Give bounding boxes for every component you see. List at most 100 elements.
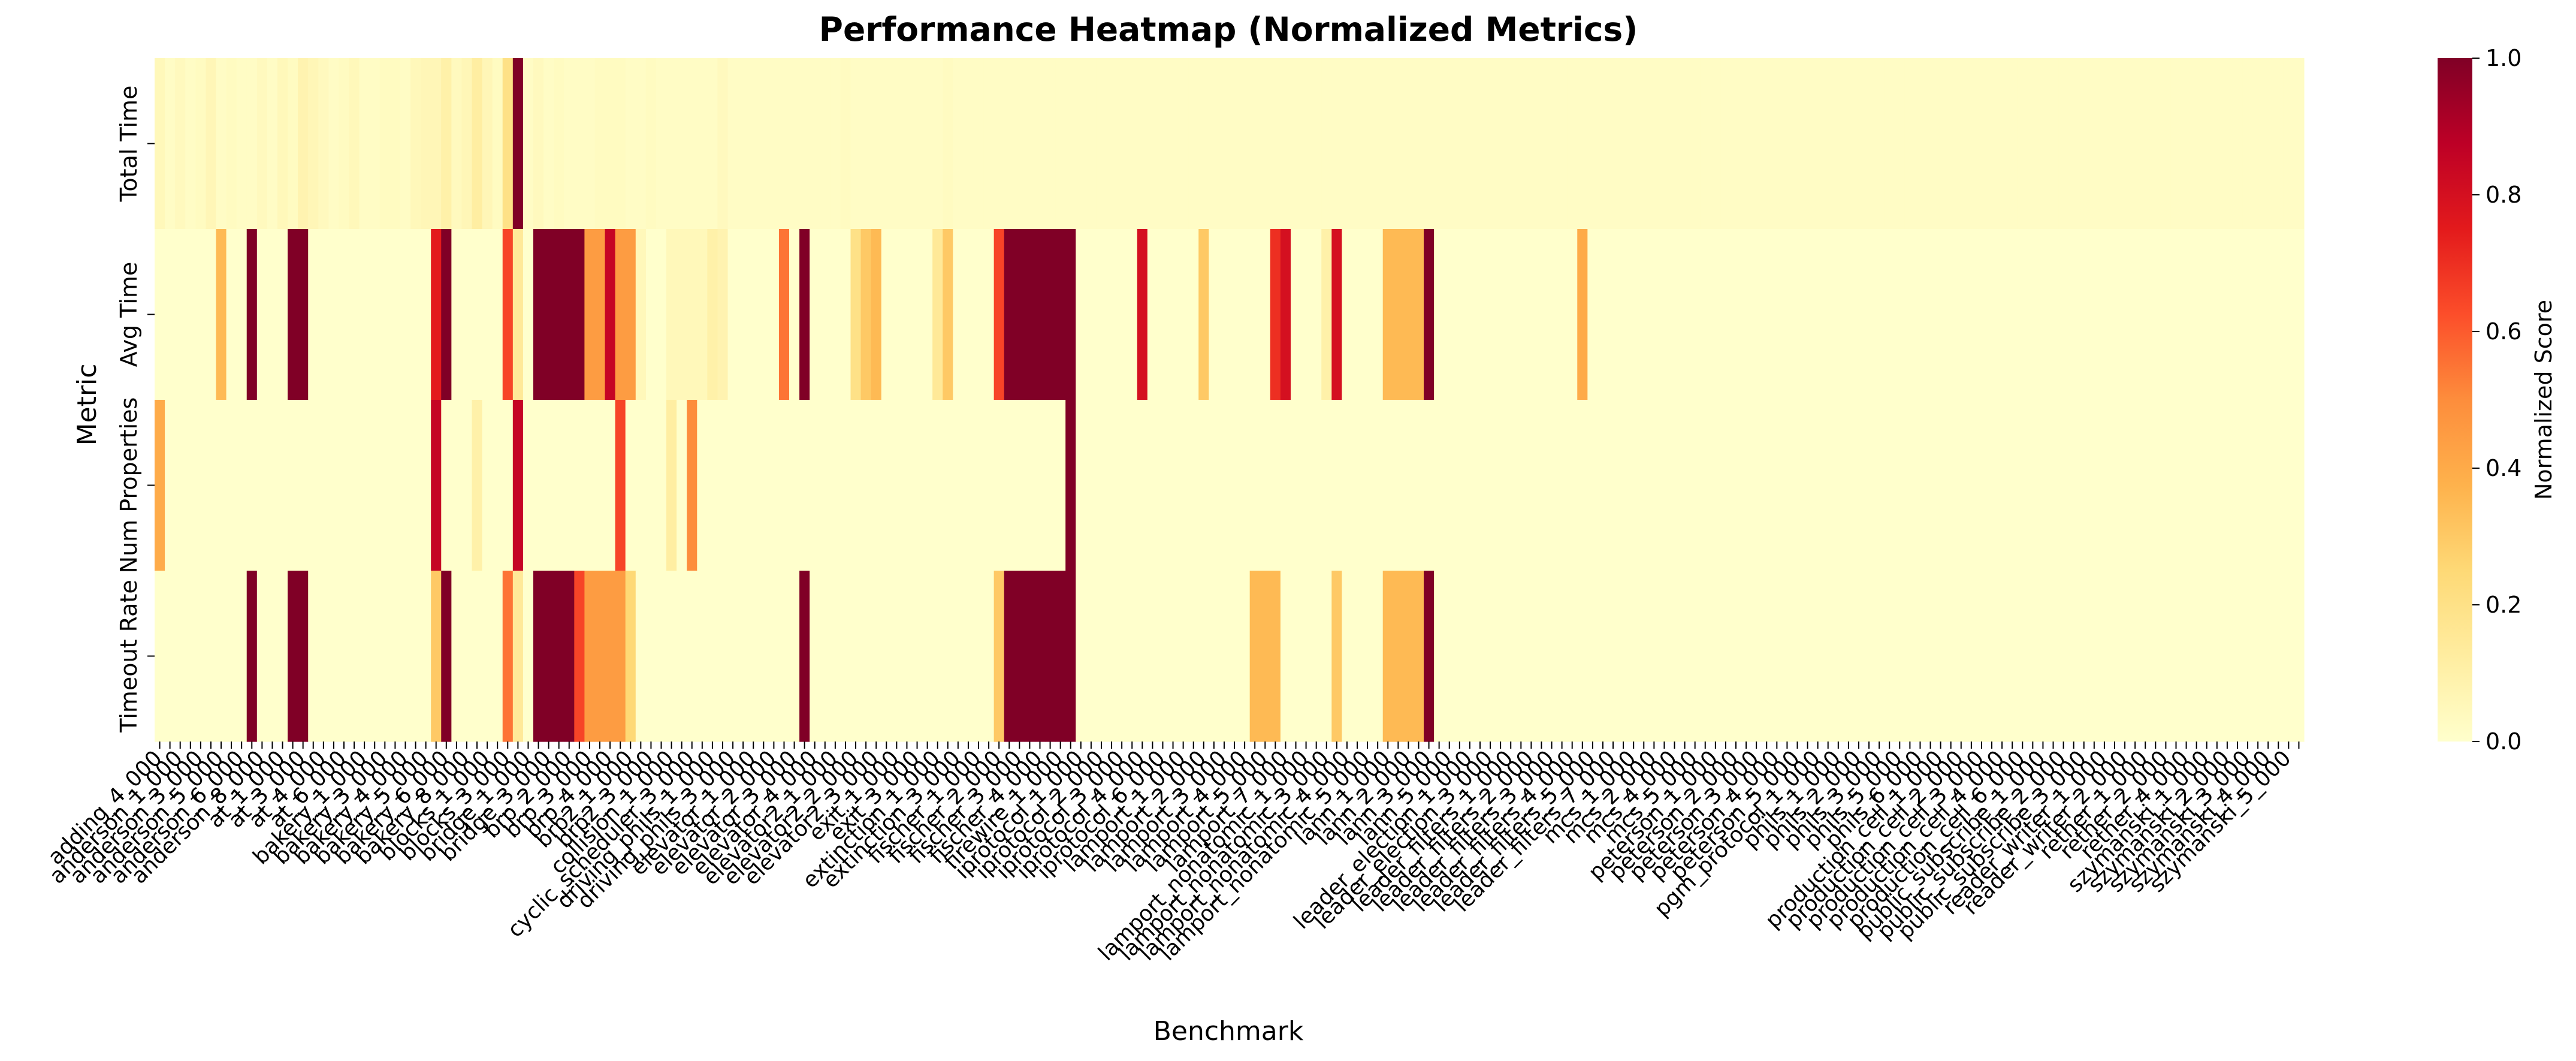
heatmap-cell <box>1536 400 1547 571</box>
heatmap-cell <box>594 571 606 742</box>
heatmap-cell <box>1710 58 1721 230</box>
heatmap-cell <box>1280 400 1291 571</box>
heatmap-cell <box>993 400 1005 571</box>
heatmap-cell <box>963 229 974 400</box>
heatmap-cell <box>451 229 463 400</box>
heatmap-cell <box>359 229 370 400</box>
heatmap-cell <box>1372 58 1384 230</box>
heatmap-cell <box>554 229 564 400</box>
x-axis-ticks: adding_4_000anderson_1_000anderson_3_000… <box>43 742 2300 966</box>
heatmap-cell <box>1352 58 1363 230</box>
heatmap-cell <box>502 400 514 571</box>
heatmap-cell <box>2099 400 2110 571</box>
chart-title: Performance Heatmap (Normalized Metrics) <box>819 10 1638 49</box>
heatmap-cell <box>717 58 729 230</box>
heatmap-cell <box>2252 400 2264 571</box>
heatmap-cell <box>2119 400 2131 571</box>
heatmap-cell <box>298 58 309 230</box>
heatmap-cell <box>625 571 636 742</box>
heatmap-cell <box>2273 400 2284 571</box>
heatmap-cell <box>2263 400 2274 571</box>
heatmap-cell <box>1608 58 1619 230</box>
heatmap-cell <box>1116 229 1128 400</box>
heatmap-cell <box>339 400 350 571</box>
heatmap-cell <box>1853 229 1865 400</box>
heatmap-cell <box>1741 571 1752 742</box>
heatmap-cell <box>943 571 953 742</box>
heatmap-cell <box>1813 400 1823 571</box>
heatmap-cell <box>1792 571 1803 742</box>
heatmap-cell <box>635 58 647 230</box>
heatmap-cell <box>1034 229 1046 400</box>
heatmap-cell <box>2140 571 2151 742</box>
heatmap-cell <box>1403 229 1414 400</box>
heatmap-cell <box>277 58 288 230</box>
heatmap-cell <box>288 58 298 230</box>
heatmap-cell <box>1116 571 1128 742</box>
heatmap-cell <box>1280 58 1291 230</box>
heatmap-cell <box>605 571 616 742</box>
heatmap-cell <box>1055 229 1066 400</box>
heatmap-cell <box>1239 58 1251 230</box>
heatmap-cell <box>1781 229 1793 400</box>
heatmap-cell <box>523 400 534 571</box>
heatmap-cell <box>2119 571 2131 742</box>
heatmap-cell <box>666 571 677 742</box>
heatmap-cell <box>256 571 268 742</box>
heatmap-cell <box>216 58 227 230</box>
heatmap-cell <box>1864 229 1875 400</box>
heatmap-cell <box>1557 58 1568 230</box>
heatmap-cell <box>1495 571 1506 742</box>
heatmap-cell <box>349 229 360 400</box>
heatmap-cell <box>2170 400 2182 571</box>
heatmap-cell <box>635 229 647 400</box>
heatmap-cell <box>2222 571 2233 742</box>
heatmap-cell <box>1086 571 1097 742</box>
heatmap-cell <box>1557 571 1568 742</box>
heatmap-cell <box>1761 571 1772 742</box>
heatmap-cell <box>1086 229 1097 400</box>
heatmap-cell <box>492 229 503 400</box>
heatmap-cell <box>1597 229 1609 400</box>
heatmap-cell <box>1608 571 1619 742</box>
heatmap-cell <box>697 400 708 571</box>
heatmap-cell <box>840 400 851 571</box>
heatmap-cell <box>1792 400 1803 571</box>
heatmap-cell <box>778 571 790 742</box>
heatmap-cell <box>1485 400 1496 571</box>
heatmap-cell <box>2150 229 2161 400</box>
heatmap-cell <box>1966 400 1977 571</box>
heatmap-cell <box>421 58 431 230</box>
heatmap-cell <box>328 400 340 571</box>
heatmap-cell <box>1249 400 1261 571</box>
heatmap-cell <box>2037 571 2049 742</box>
heatmap-cell <box>2037 400 2049 571</box>
heatmap-cell <box>993 571 1005 742</box>
heatmap-cell <box>1628 400 1639 571</box>
heatmap-cell <box>860 400 872 571</box>
heatmap-cell <box>1986 400 1998 571</box>
heatmap-cell <box>1874 58 1885 230</box>
heatmap-cell <box>2058 571 2069 742</box>
heatmap-cell <box>512 58 524 230</box>
heatmap-cell <box>1076 400 1086 571</box>
heatmap-cell <box>656 58 667 230</box>
heatmap-cell <box>1761 229 1772 400</box>
heatmap-cell <box>1823 58 1834 230</box>
heatmap-cell <box>564 571 575 742</box>
heatmap-cell <box>1362 571 1373 742</box>
heatmap-cell <box>1904 229 1916 400</box>
heatmap-cell <box>707 400 718 571</box>
heatmap-cell <box>799 571 810 742</box>
heatmap-cell <box>594 229 606 400</box>
heatmap-cell <box>1024 58 1035 230</box>
heatmap-cell <box>1403 571 1414 742</box>
heatmap-cell <box>697 571 708 742</box>
heatmap-cell <box>1260 400 1271 571</box>
heatmap-cell <box>523 229 534 400</box>
heatmap-cell <box>256 229 268 400</box>
heatmap-cell <box>400 58 411 230</box>
heatmap-cell <box>472 571 483 742</box>
heatmap-cell <box>677 58 687 230</box>
heatmap-cell <box>2058 58 2069 230</box>
